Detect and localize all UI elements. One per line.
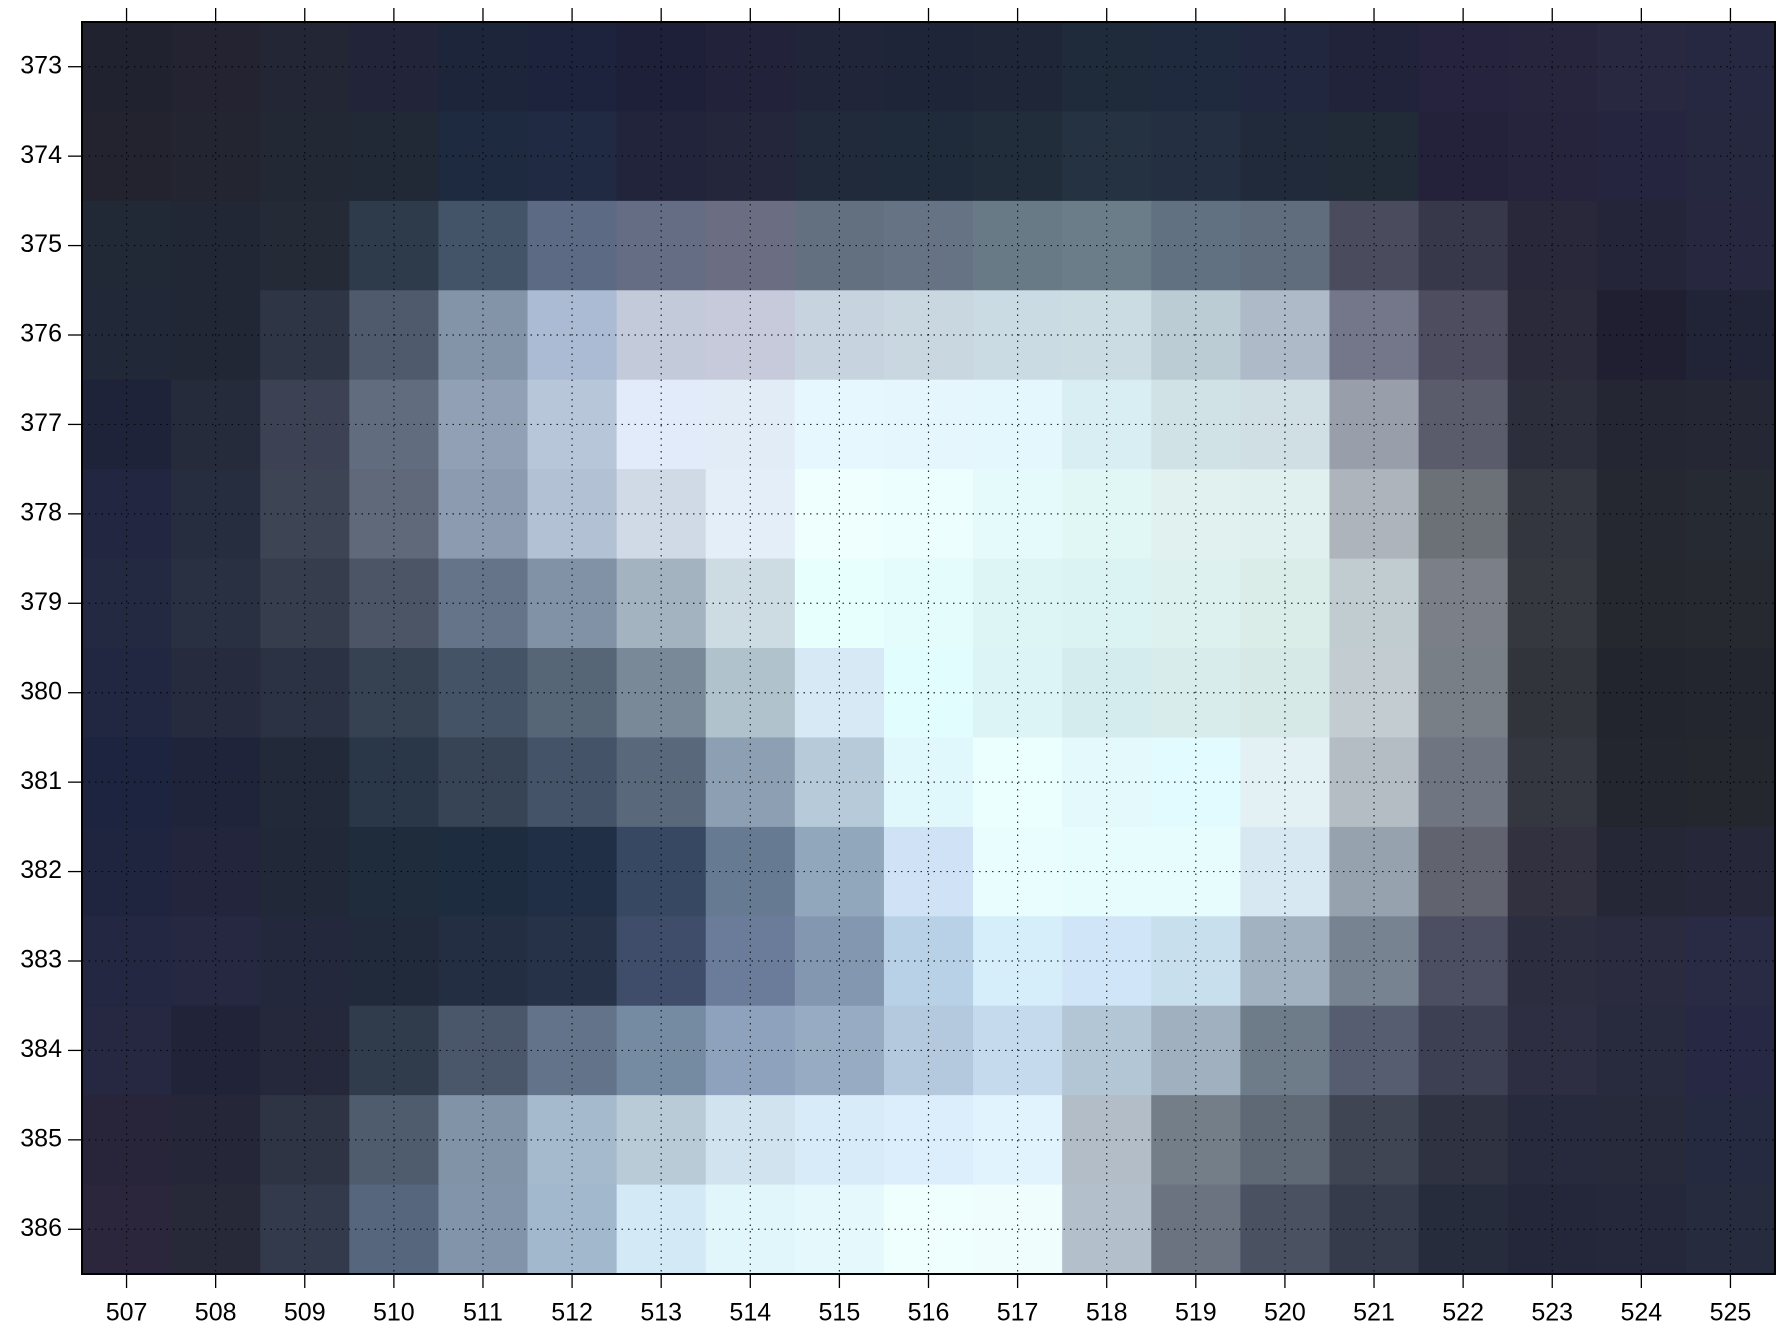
pixel xyxy=(438,916,528,1006)
y-tick-label: 386 xyxy=(20,1214,62,1242)
pixel xyxy=(1419,916,1509,1006)
y-tick-label: 377 xyxy=(20,409,62,437)
x-tick-label: 515 xyxy=(819,1299,861,1327)
pixel xyxy=(1686,201,1776,291)
pixel xyxy=(795,201,885,291)
pixel xyxy=(528,111,618,201)
x-tick-label: 507 xyxy=(106,1299,148,1327)
x-tick-label: 521 xyxy=(1353,1299,1395,1327)
pixel xyxy=(1419,201,1509,291)
chart: 507 508 509 510 511 512 513 514 515 516 517 518 519 5… xyxy=(0,0,1776,1328)
pixel xyxy=(171,469,261,559)
y-tick-label: 376 xyxy=(20,320,62,348)
pixel xyxy=(1686,111,1776,201)
pixel xyxy=(171,916,261,1006)
x-tick-label: 525 xyxy=(1710,1299,1752,1327)
pixel xyxy=(795,1185,885,1275)
x-tick-label: 524 xyxy=(1620,1299,1662,1327)
pixel xyxy=(171,559,261,649)
x-tick-label: 519 xyxy=(1175,1299,1217,1327)
pixel xyxy=(1329,111,1419,201)
pixel xyxy=(1686,827,1776,917)
y-tick-label: 375 xyxy=(20,230,62,258)
pixel xyxy=(1686,916,1776,1006)
pixel xyxy=(171,111,261,201)
pixel xyxy=(1419,559,1509,649)
y-tick-label: 384 xyxy=(20,1035,62,1063)
pixel xyxy=(438,827,528,917)
pixel xyxy=(438,1185,528,1275)
pixel xyxy=(1062,111,1152,201)
x-tick-label: 508 xyxy=(195,1299,237,1327)
x-tick-label: 522 xyxy=(1442,1299,1484,1327)
page: {"chart_data": {"type": "image", "xlim":… xyxy=(0,0,1776,1328)
pixel xyxy=(795,916,885,1006)
pixel xyxy=(1686,1185,1776,1275)
pixel xyxy=(1151,827,1241,917)
pixel xyxy=(1151,1185,1241,1275)
y-tick-label: 385 xyxy=(20,1124,62,1152)
pixel xyxy=(1062,559,1152,649)
pixel xyxy=(528,1185,618,1275)
pixel xyxy=(528,827,618,917)
pixel xyxy=(795,827,885,917)
pixel xyxy=(438,201,528,291)
x-tick-label: 523 xyxy=(1531,1299,1573,1327)
pixel xyxy=(1151,559,1241,649)
pixel xyxy=(1329,469,1419,559)
y-tick-label: 380 xyxy=(20,677,62,705)
y-tick-label: 381 xyxy=(20,767,62,795)
x-tick-label: 517 xyxy=(997,1299,1039,1327)
pixel xyxy=(1419,469,1509,559)
pixel xyxy=(171,201,261,291)
pixel xyxy=(1062,469,1152,559)
pixel xyxy=(1686,469,1776,559)
pixel xyxy=(1329,559,1419,649)
pixel xyxy=(1419,1185,1509,1275)
pixel xyxy=(528,559,618,649)
pixel xyxy=(1151,469,1241,559)
pixel xyxy=(1062,827,1152,917)
x-tick-label: 510 xyxy=(373,1299,415,1327)
pixel xyxy=(528,469,618,559)
pixel xyxy=(795,469,885,559)
pixel xyxy=(1151,111,1241,201)
pixel xyxy=(1419,111,1509,201)
pixel xyxy=(528,201,618,291)
pixel xyxy=(438,559,528,649)
x-tick-label: 509 xyxy=(284,1299,326,1327)
pixel xyxy=(171,827,261,917)
x-tick-label: 512 xyxy=(551,1299,593,1327)
pixel xyxy=(1151,201,1241,291)
y-tick-label: 382 xyxy=(20,856,62,884)
pixel xyxy=(1329,201,1419,291)
x-tick-label: 516 xyxy=(908,1299,950,1327)
pixel xyxy=(1062,201,1152,291)
pixel xyxy=(1329,916,1419,1006)
pixel xyxy=(438,469,528,559)
y-tick-label: 379 xyxy=(20,588,62,616)
y-tick-label: 383 xyxy=(20,946,62,974)
x-tick-label: 513 xyxy=(640,1299,682,1327)
pixel xyxy=(1062,916,1152,1006)
pixel xyxy=(1686,559,1776,649)
x-tick-label: 514 xyxy=(729,1299,771,1327)
pixel xyxy=(1062,1185,1152,1275)
pixel xyxy=(1151,916,1241,1006)
x-tick-label: 511 xyxy=(463,1299,503,1327)
y-tick-label: 374 xyxy=(20,141,62,169)
y-tick-label: 373 xyxy=(20,51,62,79)
pixel xyxy=(795,111,885,201)
pixel xyxy=(528,916,618,1006)
pixel xyxy=(1329,1185,1419,1275)
pixel xyxy=(1329,827,1419,917)
pixel xyxy=(1419,827,1509,917)
y-tick-label: 378 xyxy=(20,498,62,526)
pixel xyxy=(795,559,885,649)
pixel xyxy=(438,111,528,201)
pixel xyxy=(171,1185,261,1275)
x-tick-label: 520 xyxy=(1264,1299,1306,1327)
x-tick-label: 518 xyxy=(1086,1299,1128,1327)
